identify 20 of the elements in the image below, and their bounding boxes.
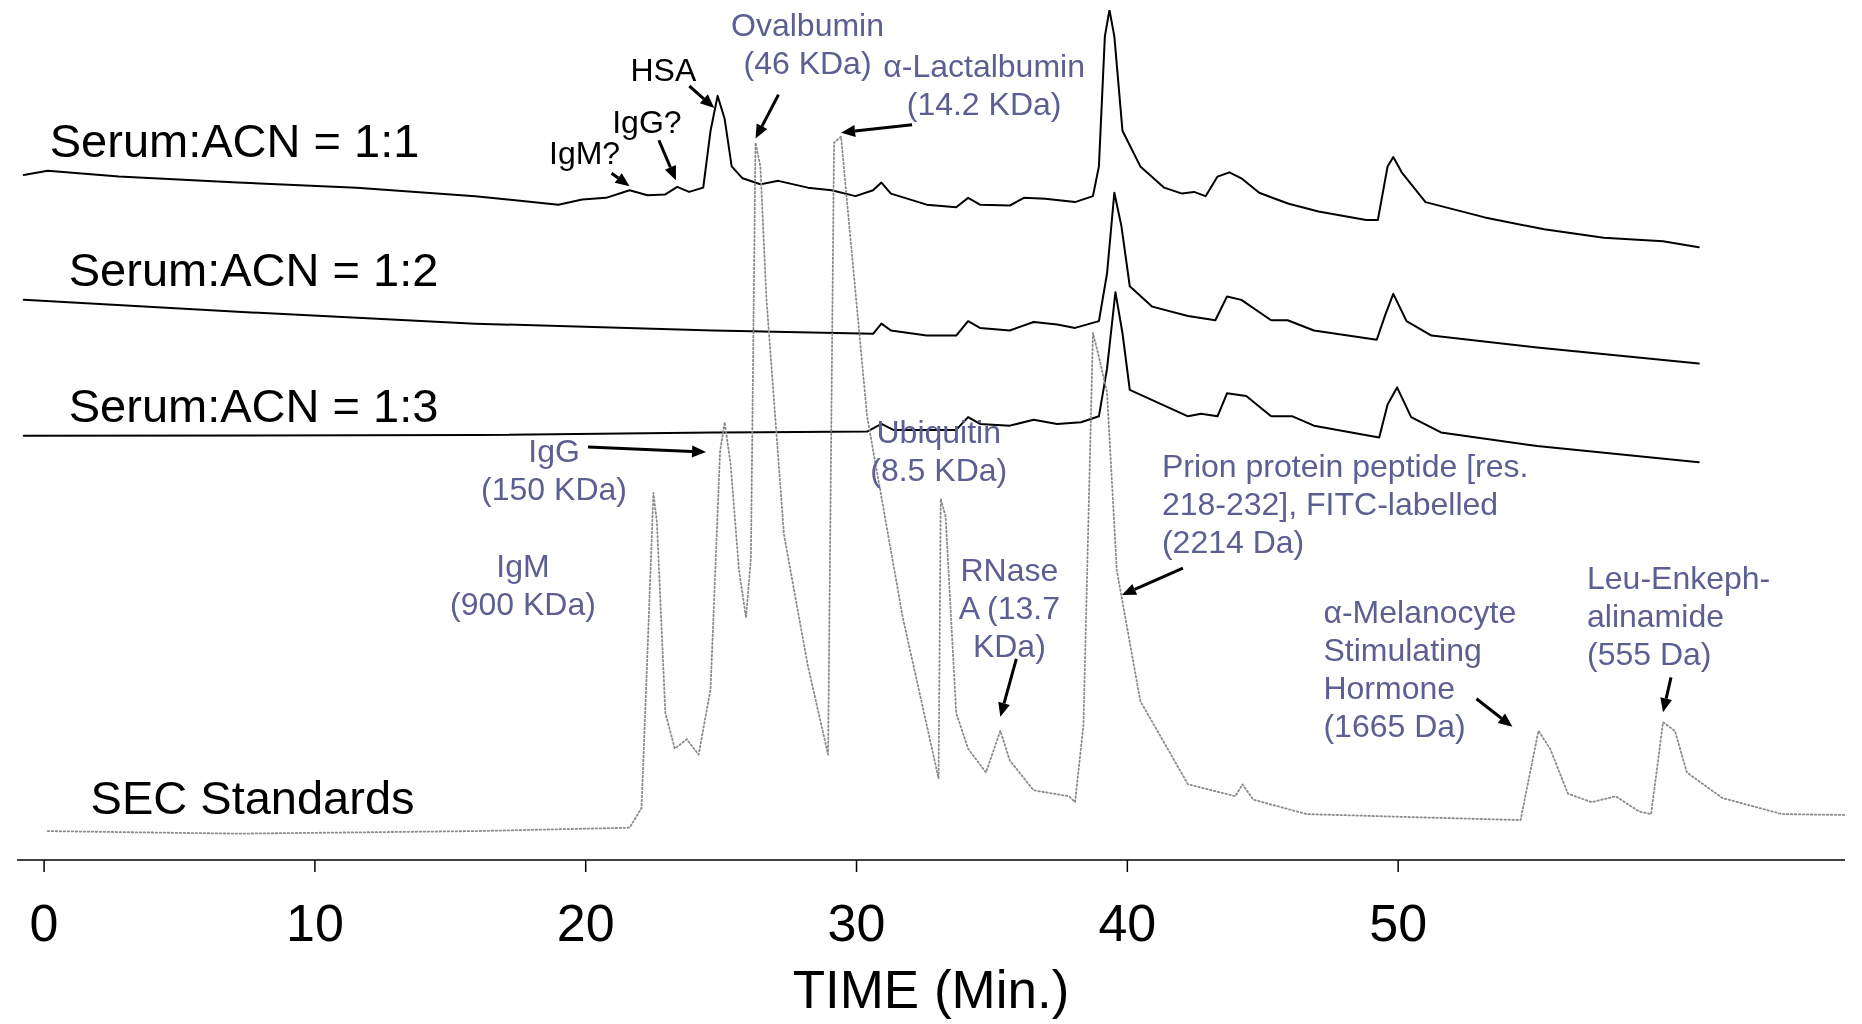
annotation: Ovalbumin (46 KDa) (731, 6, 884, 81)
annotation: IgG (150 KDa) (481, 433, 627, 507)
x-tick-label: 30 (827, 893, 886, 952)
annotation: α-Lactalbumin (14.2 KDa) (883, 47, 1085, 122)
annotation: HSA (630, 52, 697, 88)
x-tick-label: 50 (1369, 893, 1428, 952)
series-label: SEC Standards (90, 770, 415, 824)
x-tick-label: 20 (556, 893, 615, 952)
series-label: Serum:ACN = 1:1 (49, 114, 420, 168)
annotation: Leu-Enkeph- alinamide (555 Da) (1587, 560, 1771, 673)
x-axis-title: TIME (Min.) (792, 960, 1070, 1019)
x-tick-label: 10 (285, 893, 344, 952)
x-tick-label: 40 (1098, 893, 1157, 952)
x-tick-label: 0 (29, 893, 59, 952)
annotation: α-Melanocyte Stimulating Hormone (1665 Da) (1323, 593, 1517, 744)
annotation: IgM (900 KDa) (450, 548, 596, 622)
annotation: Prion protein peptide [res. 218-232], FITC-labelled (2214 Da) (1161, 448, 1529, 561)
series-label: Serum:ACN = 1:2 (68, 243, 439, 297)
annotation: RNase A (13.7 KDa) (958, 551, 1061, 664)
series-label: Serum:ACN = 1:3 (68, 379, 439, 433)
